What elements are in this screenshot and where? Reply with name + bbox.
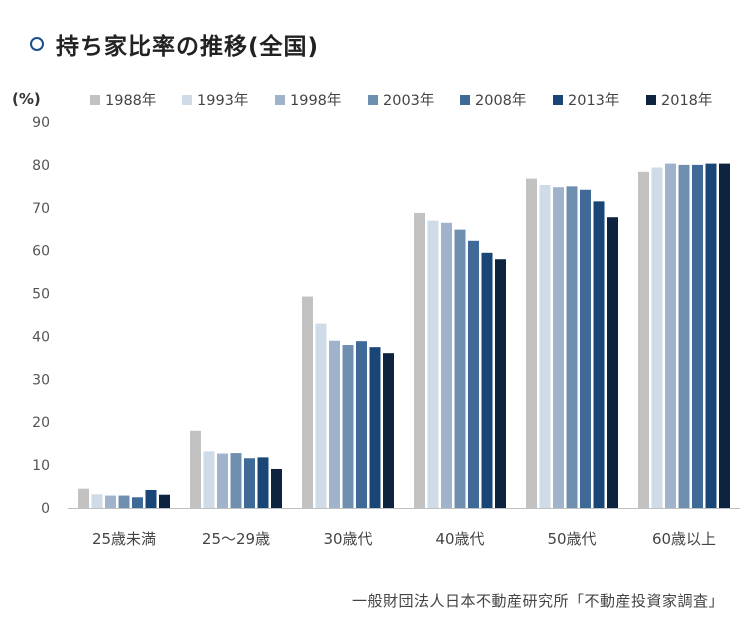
y-tick-label: 20 <box>32 415 50 431</box>
bar <box>271 468 282 508</box>
y-tick-label: 50 <box>32 287 50 303</box>
chart-title-row: 持ち家比率の推移(全国) <box>30 24 319 64</box>
circle-icon <box>30 37 44 51</box>
bar <box>383 353 394 508</box>
bar <box>665 163 676 508</box>
bar <box>257 457 269 508</box>
legend-swatch <box>182 95 192 105</box>
bar <box>118 495 130 508</box>
bar <box>369 347 381 508</box>
bar <box>495 259 506 508</box>
bar <box>553 187 564 509</box>
bar <box>593 201 605 508</box>
bar <box>539 185 551 508</box>
x-category-label: 40歳代 <box>435 530 484 548</box>
y-tick-label: 60 <box>32 244 50 260</box>
bar <box>481 252 493 508</box>
bar <box>580 189 591 508</box>
bar <box>217 453 228 508</box>
y-tick-label: 30 <box>32 372 50 388</box>
bar <box>190 430 201 508</box>
bar <box>159 494 170 508</box>
bar <box>132 497 143 508</box>
y-tick-label: 40 <box>32 329 50 345</box>
bar <box>468 240 479 508</box>
bar <box>145 489 157 508</box>
bar <box>78 488 89 508</box>
y-tick-label: 70 <box>32 201 50 217</box>
legend-swatch <box>90 95 100 105</box>
bar <box>244 458 255 508</box>
bar <box>105 495 116 508</box>
y-tick-label: 10 <box>32 458 50 474</box>
bar <box>719 163 730 508</box>
legend-label: 1988年 <box>105 92 156 109</box>
legend-label: 1998年 <box>290 92 341 109</box>
x-category-label: 25～29歳 <box>202 530 270 548</box>
x-category-label: 30歳代 <box>323 530 372 548</box>
bar <box>692 164 703 508</box>
x-category-label: 60歳以上 <box>652 530 716 548</box>
y-tick-label: 90 <box>32 115 50 131</box>
bar <box>329 340 340 508</box>
bar <box>91 494 103 508</box>
bar <box>342 345 354 508</box>
legend-label: 2003年 <box>383 92 434 109</box>
bar <box>302 296 313 508</box>
y-axis-unit: (%) <box>12 90 41 108</box>
bar <box>638 171 649 509</box>
y-tick-label: 0 <box>41 501 50 517</box>
bar <box>454 229 466 508</box>
bar <box>566 186 578 509</box>
bar <box>356 341 367 508</box>
bar <box>678 164 690 508</box>
y-tick-label: 80 <box>32 158 50 174</box>
bar <box>315 323 327 508</box>
bar <box>203 451 215 508</box>
legend-swatch <box>646 95 656 105</box>
legend-label: 2013年 <box>568 92 619 109</box>
legend-label: 1993年 <box>197 92 248 109</box>
bar <box>230 453 242 508</box>
legend-swatch <box>368 95 378 105</box>
bar <box>705 163 717 508</box>
legend-label: 2008年 <box>475 92 526 109</box>
bar <box>441 222 452 509</box>
bar <box>427 220 439 508</box>
legend-swatch <box>275 95 285 105</box>
x-category-label: 50歳代 <box>547 530 596 548</box>
legend-label: 2018年 <box>661 92 712 109</box>
source-note: 一般財団法人日本不動産研究所「不動産投資家調査」 <box>351 592 724 610</box>
bar <box>651 167 663 508</box>
legend-swatch <box>460 95 470 105</box>
bar <box>607 217 618 509</box>
x-category-label: 25歳未満 <box>92 530 156 548</box>
legend-swatch <box>553 95 563 105</box>
bar <box>414 212 425 508</box>
chart-title: 持ち家比率の推移(全国) <box>56 34 320 60</box>
bar <box>526 178 537 508</box>
